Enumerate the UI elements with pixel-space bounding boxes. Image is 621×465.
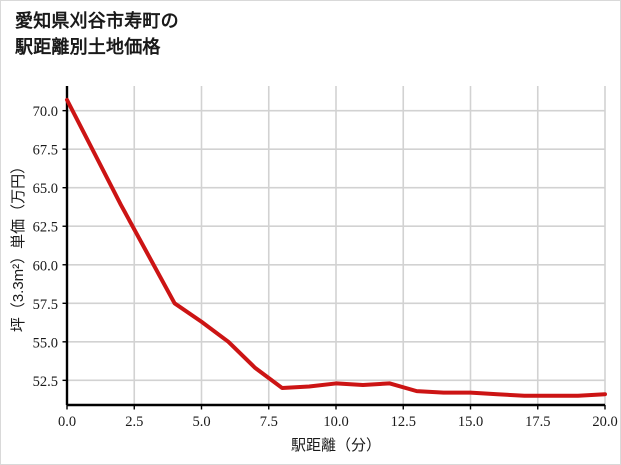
y-tick-label: 52.5 <box>33 374 58 390</box>
x-tick-labels: 0.0 2.5 5.0 7.5 10.0 12.5 15.0 17.5 20.0 <box>58 414 618 430</box>
y-tick-label: 62.5 <box>33 220 58 236</box>
y-tick-label: 55.0 <box>33 335 58 351</box>
y-tick-labels: 52.5 55.0 57.5 60.0 62.5 65.0 67.5 70.0 <box>33 104 58 390</box>
x-tick-label: 2.5 <box>125 414 143 430</box>
x-tick-label: 0.0 <box>58 414 76 430</box>
x-tick-label: 15.0 <box>458 414 483 430</box>
y-tick-label: 67.5 <box>33 143 58 159</box>
x-tick-label: 12.5 <box>391 414 416 430</box>
x-tick-label: 7.5 <box>260 414 278 430</box>
chart-title: 愛知県刈谷市寿町の 駅距離別土地価格 <box>15 11 179 57</box>
gridlines <box>66 86 606 405</box>
x-tick-label: 20.0 <box>592 414 617 430</box>
x-axis-title: 駅距離（分） <box>291 436 381 454</box>
y-tick-label: 65.0 <box>33 181 58 197</box>
y-tick-label: 57.5 <box>33 297 58 313</box>
y-axis-title: 坪（3.3m²）単価（万円） <box>10 159 27 332</box>
x-tick-label: 5.0 <box>192 414 210 430</box>
y-tick-label: 70.0 <box>33 104 58 120</box>
x-tick-label: 17.5 <box>525 414 550 430</box>
x-tick-label: 10.0 <box>323 414 348 430</box>
data-line-series <box>65 97 607 398</box>
axis-spines <box>62 86 606 410</box>
y-tick-label: 60.0 <box>33 258 58 274</box>
